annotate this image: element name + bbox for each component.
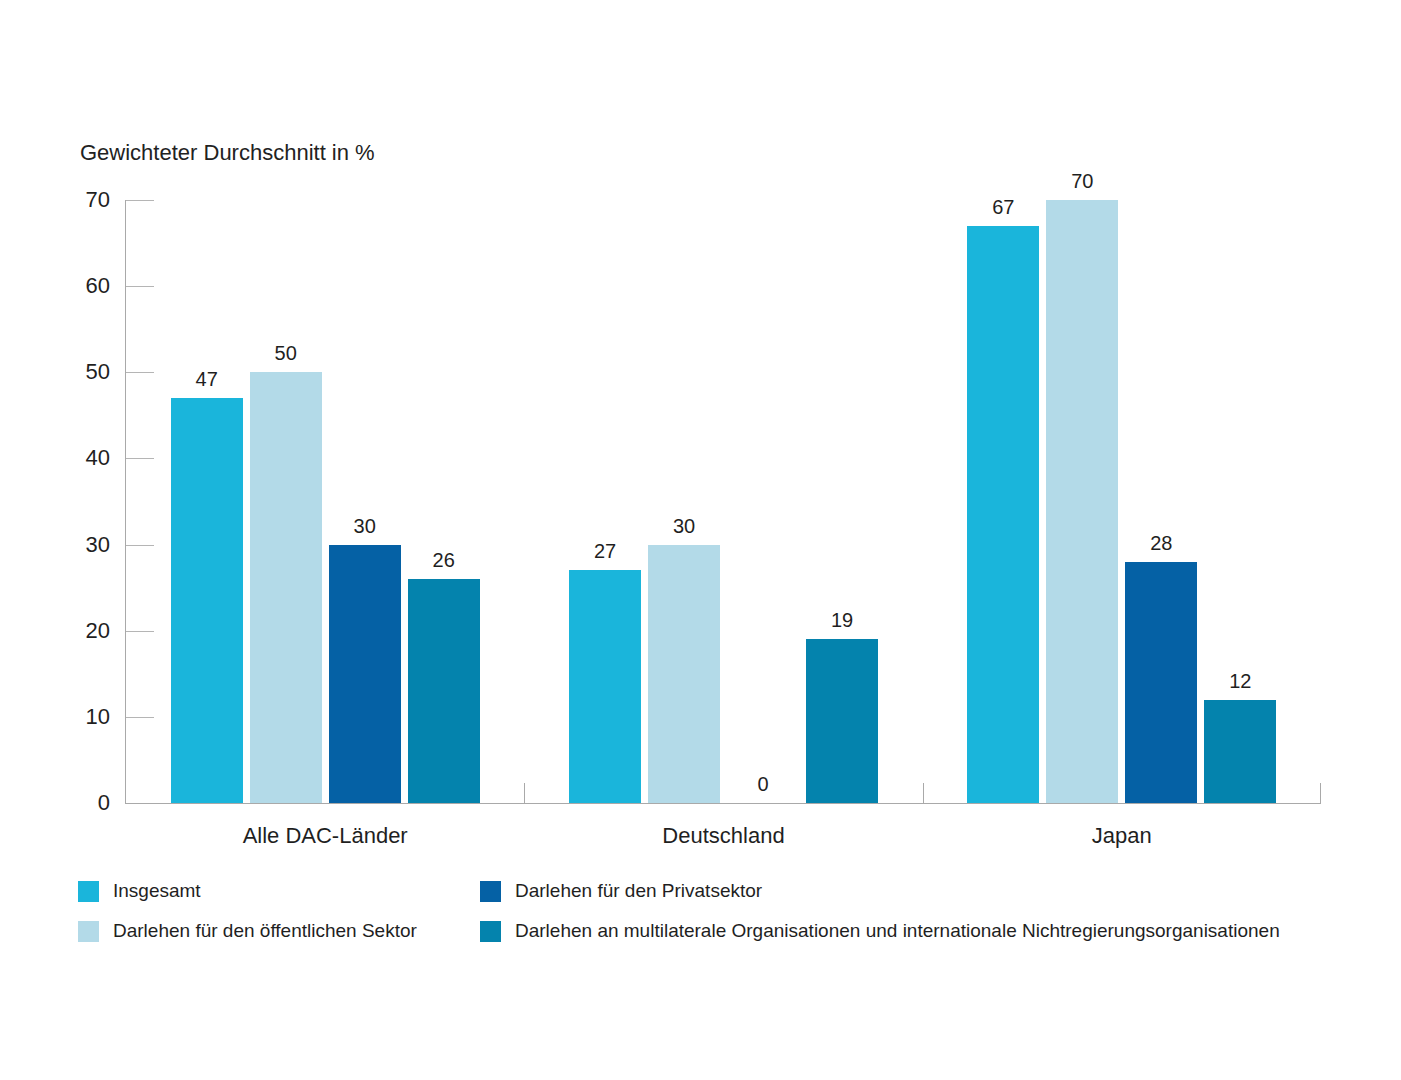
plot-area: 01020304050607047503026Alle DAC-Länder27… [125, 200, 1321, 804]
chart-legend: Insgesamt Darlehen für den Privatsektor … [78, 880, 1280, 942]
x-axis-tick [524, 783, 525, 803]
x-axis-tick [1320, 783, 1321, 803]
y-axis-tick [126, 200, 154, 201]
bar-value-label: 26 [408, 549, 480, 571]
category-label: Alle DAC-Länder [126, 823, 524, 849]
y-axis-tick-label: 30 [40, 534, 110, 556]
legend-label: Insgesamt [113, 880, 201, 902]
y-axis-tick-label: 20 [40, 620, 110, 642]
category-label: Japan [923, 823, 1321, 849]
bar [1204, 700, 1276, 803]
y-axis-tick [126, 372, 154, 373]
legend-item-privatsektor: Darlehen für den Privatsektor [480, 880, 1280, 902]
chart-title: Gewichteter Durchschnitt in % [80, 140, 375, 166]
bar [1125, 562, 1197, 803]
y-axis-tick-label: 10 [40, 706, 110, 728]
bar [648, 545, 720, 803]
bar [569, 570, 641, 803]
bar-value-label: 0 [727, 773, 799, 795]
y-axis-tick-label: 50 [40, 361, 110, 383]
legend-item-oeffentlicher-sektor: Darlehen für den öffentlichen Sektor [78, 920, 480, 942]
legend-item-multilaterale: Darlehen an multilaterale Organisationen… [480, 920, 1280, 942]
bar-value-label: 30 [648, 515, 720, 537]
y-axis-tick-label: 60 [40, 275, 110, 297]
bar-value-label: 47 [171, 368, 243, 390]
legend-label: Darlehen an multilaterale Organisationen… [515, 920, 1280, 942]
legend-swatch-multilaterale-icon [480, 921, 501, 942]
bar-value-label: 67 [967, 196, 1039, 218]
bar-value-label: 50 [250, 342, 322, 364]
bar [329, 545, 401, 803]
y-axis-tick [126, 717, 154, 718]
y-axis-tick [126, 458, 154, 459]
legend-label: Darlehen für den öffentlichen Sektor [113, 920, 417, 942]
legend-swatch-privatsektor-icon [480, 881, 501, 902]
chart-canvas: Gewichteter Durchschnitt in % 0 10 20 30 40 5… [0, 0, 1401, 1080]
bar-value-label: 27 [569, 540, 641, 562]
bar [1046, 200, 1118, 803]
y-axis-tick [126, 545, 154, 546]
bar-value-label: 28 [1125, 532, 1197, 554]
bar [171, 398, 243, 803]
x-axis-tick [923, 783, 924, 803]
legend-swatch-insgesamt-icon [78, 881, 99, 902]
bar [967, 226, 1039, 803]
y-axis-tick [126, 286, 154, 287]
y-axis-tick-label: 0 [40, 792, 110, 814]
bar [408, 579, 480, 803]
y-axis-tick [126, 631, 154, 632]
y-axis-tick-label: 40 [40, 447, 110, 469]
bar-value-label: 19 [806, 609, 878, 631]
bar-value-label: 12 [1204, 670, 1276, 692]
bar-value-label: 30 [329, 515, 401, 537]
bar [250, 372, 322, 803]
bar-value-label: 70 [1046, 170, 1118, 192]
category-label: Deutschland [524, 823, 922, 849]
legend-swatch-oeffentlicher-sektor-icon [78, 921, 99, 942]
bar [806, 639, 878, 803]
legend-item-insgesamt: Insgesamt [78, 880, 480, 902]
legend-label: Darlehen für den Privatsektor [515, 880, 762, 902]
y-axis-tick-label: 70 [40, 189, 110, 211]
